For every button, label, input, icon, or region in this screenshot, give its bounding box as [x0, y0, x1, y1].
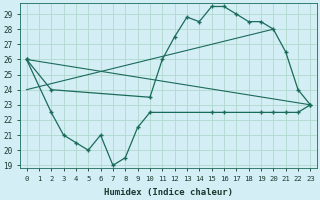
- X-axis label: Humidex (Indice chaleur): Humidex (Indice chaleur): [104, 188, 233, 197]
